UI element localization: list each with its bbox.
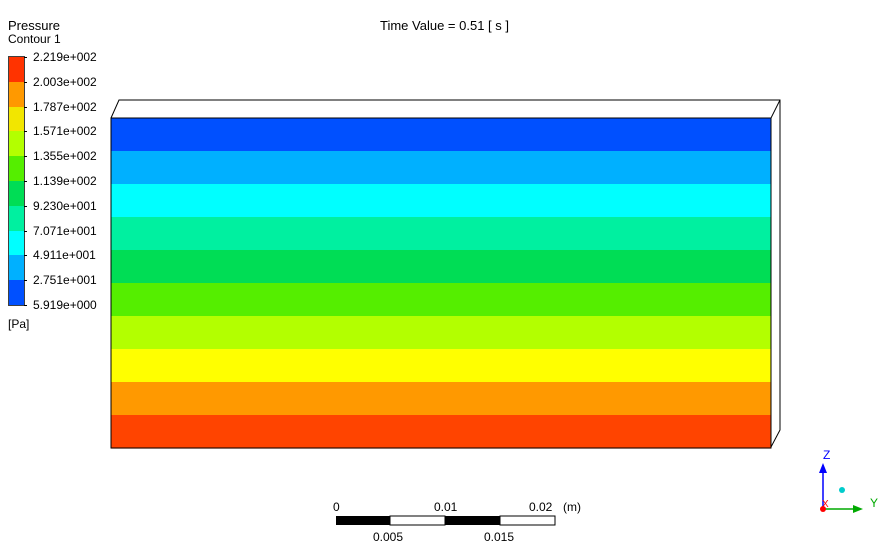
scale-label-0: 0 (333, 500, 340, 514)
contour-band (111, 283, 771, 317)
legend-swatch (9, 205, 24, 232)
scale-segment-2 (389, 515, 446, 526)
legend-tick-mark (24, 181, 27, 182)
legend-swatch (9, 81, 24, 108)
time-value-label: Time Value = 0.51 [ s ] (380, 18, 509, 33)
contour-band (111, 415, 771, 449)
y-axis-arrow (853, 505, 863, 513)
legend-subtitle: Contour 1 (8, 32, 61, 46)
legend-swatch (9, 131, 24, 157)
z-axis-arrow (819, 463, 827, 473)
legend-tick-label: 4.911e+001 (33, 248, 96, 263)
contour-bands (111, 118, 771, 449)
scale-label-0-01: 0.01 (434, 500, 458, 514)
legend-swatch (9, 280, 24, 306)
legend-tick-mark (24, 230, 27, 232)
legend-tick-label: 9.230e+001 (33, 198, 97, 213)
legend-swatch (9, 255, 24, 281)
domain-box-outline (110, 99, 781, 449)
contour-band (111, 316, 771, 350)
scale-unit: (m) (563, 500, 581, 514)
legend-tick-mark (24, 106, 27, 108)
legend-tick-label: 7.071e+001 (33, 223, 97, 238)
view-center-dot (839, 487, 845, 493)
legend-tick-label: 1.787e+002 (33, 99, 97, 114)
legend-tick-mark (24, 81, 27, 83)
legend-tick-mark (24, 205, 27, 207)
x-axis-dot (820, 506, 826, 512)
legend-tick-label: 2.003e+002 (33, 74, 97, 89)
legend-tick-mark (24, 131, 27, 133)
x-axis-label: X (822, 499, 829, 510)
box-top-right-edge (770, 99, 781, 119)
contour-band (111, 349, 771, 383)
contour-band (111, 151, 771, 185)
scale-ruler (336, 515, 556, 526)
legend-tick-mark (24, 255, 27, 257)
scale-segment-4 (499, 515, 556, 526)
axis-triad: Z Y X (805, 445, 885, 525)
legend-swatch (9, 57, 24, 83)
scale-bar: 0 0.01 0.02 (m) 0.005 0.015 (333, 497, 581, 547)
box-front-face (110, 117, 772, 449)
legend-tick-label: 2.751e+001 (33, 273, 97, 288)
scale-label-0-015: 0.015 (484, 530, 515, 544)
scale-label-0-005: 0.005 (373, 530, 404, 544)
contour-band (111, 382, 771, 416)
scale-label-0-02: 0.02 (529, 500, 553, 514)
legend-tick-label: 1.571e+002 (33, 124, 97, 139)
scale-segment-1 (336, 516, 390, 525)
legend-tick-mark (24, 305, 27, 306)
y-axis-label: Y (870, 496, 879, 510)
contour-band (111, 217, 771, 251)
legend-unit: [Pa] (8, 317, 30, 331)
legend-color-bar (8, 56, 25, 306)
legend-tick-label: 1.355e+002 (33, 149, 97, 164)
legend-swatch (9, 230, 24, 256)
z-axis-label: Z (823, 448, 831, 462)
legend-swatch (9, 181, 24, 207)
contour-band (111, 118, 771, 152)
legend-tick-mark (24, 280, 27, 282)
legend-tick-mark (24, 156, 27, 158)
legend-title: Pressure (8, 18, 61, 33)
legend-swatch (9, 156, 24, 182)
legend-swatch (9, 106, 24, 132)
scale-segment-3 (445, 516, 500, 525)
contour-band (111, 184, 771, 218)
legend-tick-mark (24, 57, 27, 58)
contour-band (111, 250, 771, 284)
legend-tick-label: 5.919e+000 (33, 298, 97, 312)
legend-tick-label: 2.219e+002 (33, 50, 97, 64)
legend-tick-label: 1.139e+002 (33, 174, 97, 188)
